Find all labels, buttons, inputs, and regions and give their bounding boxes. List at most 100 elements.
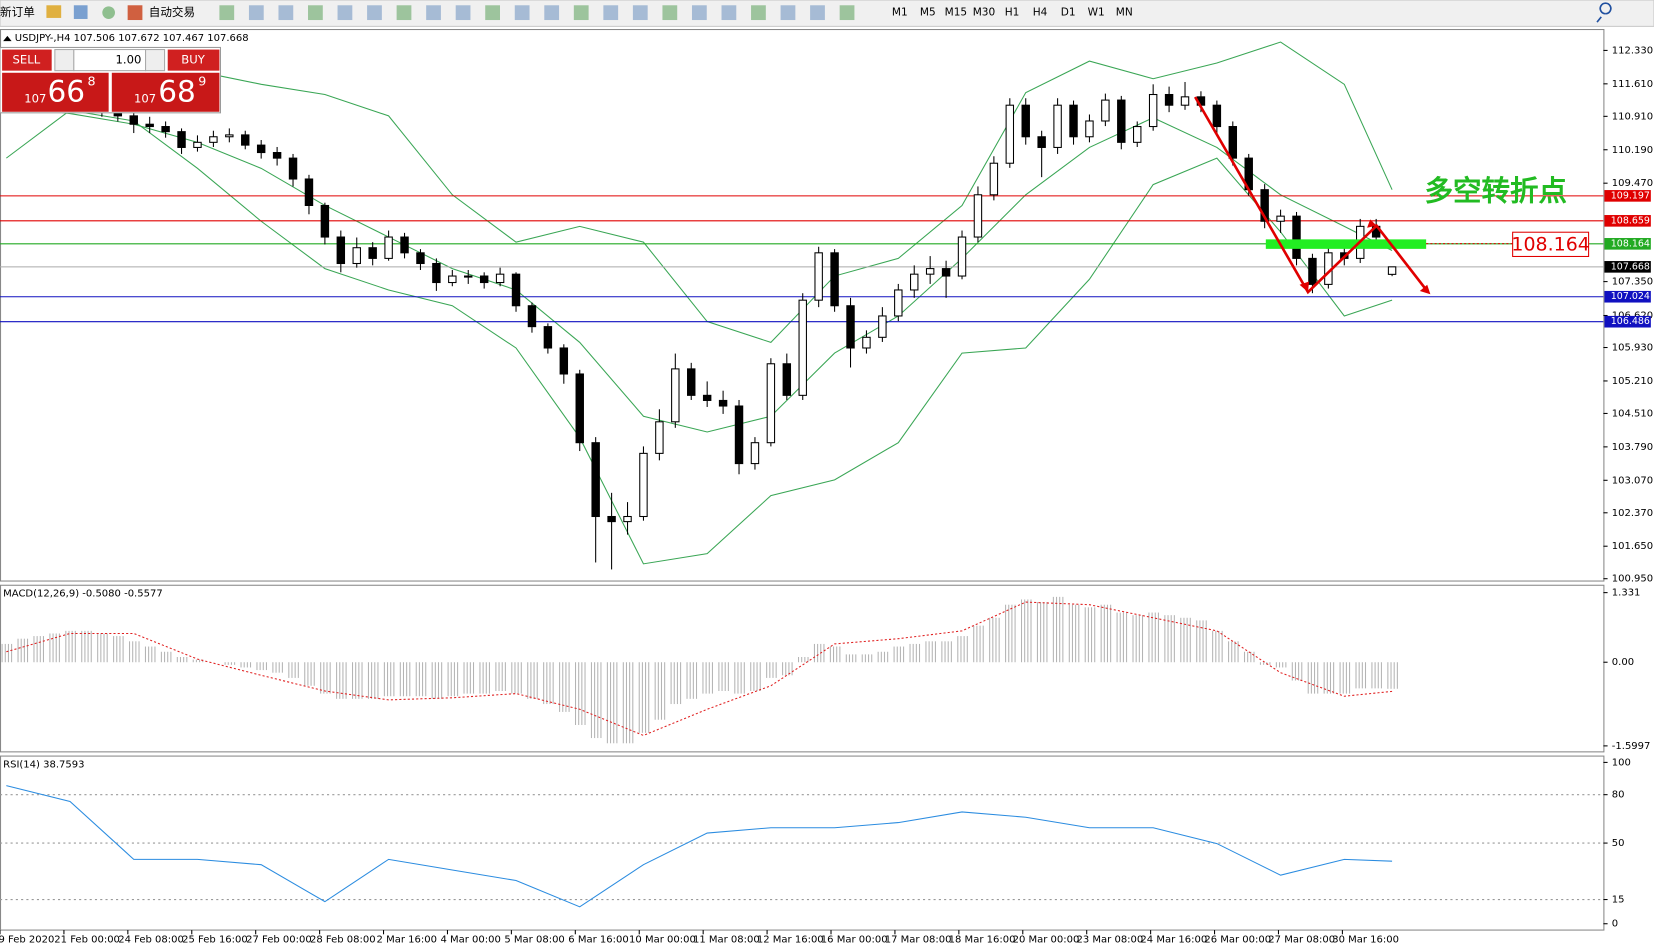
x-tick-label: 12 Mar 16:00 [757, 935, 824, 946]
candle-body [862, 336, 871, 349]
candle-body [304, 178, 314, 206]
ask-fraction: 9 [198, 74, 206, 89]
candle-body [687, 368, 696, 396]
tool-icon[interactable] [278, 5, 294, 21]
plot: USDJPY-,H4 107.506 107.672 107.467 107.6… [0, 33, 1653, 946]
y-tick-label: 105.930 [1612, 343, 1653, 354]
icon[interactable] [127, 5, 143, 21]
timeframe-button[interactable]: M15 [945, 7, 968, 19]
rsi-line [6, 785, 1393, 908]
candle-body [1133, 126, 1142, 143]
candle-body [1117, 99, 1126, 143]
price-tag [1604, 238, 1651, 250]
x-tick-label: 24 Mar 16:00 [1140, 935, 1207, 946]
timeframe-button[interactable]: M1 [892, 7, 908, 19]
tool-icon[interactable] [367, 5, 382, 21]
timeframe-button[interactable]: W1 [1088, 7, 1105, 19]
candle-body [766, 363, 776, 444]
candle-body [241, 134, 250, 146]
toolbar-bg [0, 0, 1654, 27]
y-tick-label: 100.950 [1612, 574, 1653, 585]
candle-body [464, 275, 473, 278]
candle-body [1276, 215, 1285, 222]
tool-icon[interactable] [810, 5, 825, 21]
bollinger-lower [6, 109, 1393, 565]
tool-icon[interactable] [780, 5, 796, 21]
tool-icon[interactable] [485, 5, 500, 21]
candle-body [655, 421, 664, 454]
tool-icon[interactable] [721, 5, 737, 21]
toolbar: 新订单 自动交易 M1 M5 M15 M30 H1 H4 D1 W1 MN [0, 0, 1654, 27]
lot-up[interactable] [145, 49, 166, 72]
candle-body [1164, 93, 1174, 106]
timeframe-button[interactable]: M30 [973, 7, 996, 19]
candle-body [941, 268, 951, 277]
icon[interactable] [102, 6, 115, 19]
timeframe-button[interactable]: H1 [1005, 7, 1020, 19]
tool-icon[interactable] [573, 5, 589, 21]
y-tick-label: 50 [1612, 838, 1625, 849]
tool-icon[interactable] [839, 5, 855, 21]
candle-body [495, 273, 505, 284]
search-icon[interactable] [1596, 2, 1612, 23]
candle-body [1260, 189, 1269, 222]
timeframe-button[interactable]: H4 [1033, 7, 1048, 19]
timeframe-button[interactable]: D1 [1061, 7, 1076, 19]
candle-body [336, 236, 346, 265]
candle-body [878, 315, 887, 338]
bid-box[interactable] [2, 72, 109, 112]
lot-down[interactable] [54, 49, 75, 72]
tool-icon[interactable] [662, 5, 678, 21]
x-tick-label: 16 Mar 00:00 [821, 935, 888, 946]
tool-icon[interactable] [219, 5, 235, 21]
candle-body [320, 204, 330, 238]
tool-icon[interactable] [514, 5, 530, 21]
tool-icon[interactable] [603, 5, 619, 21]
y-tick-label: 103.070 [1612, 475, 1653, 486]
price-tag [1604, 190, 1651, 202]
x-tick-label: 27 Feb 00:00 [246, 935, 312, 946]
y-tick-label: 15 [1612, 895, 1625, 906]
buy-label[interactable]: BUY [181, 53, 205, 67]
candle-body [543, 326, 553, 349]
candle-body [1021, 104, 1030, 138]
y-tick-label: 111.610 [1612, 79, 1653, 90]
ask-box[interactable] [111, 72, 220, 112]
tool-icon[interactable] [248, 5, 264, 21]
x-tick-label: 24 Feb 08:00 [118, 935, 184, 946]
trend-arrow [1194, 96, 1429, 295]
icon[interactable] [46, 5, 62, 18]
candle-body [479, 275, 489, 284]
lot-value[interactable]: 1.00 [116, 53, 142, 67]
tool-icon[interactable] [308, 5, 323, 21]
bid-fraction: 8 [88, 74, 96, 89]
tool-icon[interactable] [396, 5, 412, 21]
tool-icon[interactable] [632, 5, 648, 21]
candle-body [782, 363, 792, 396]
buy-button[interactable] [167, 49, 220, 71]
x-tick-label: 25 Feb 16:00 [182, 935, 248, 946]
candle-body [846, 305, 855, 349]
new-order[interactable]: 新订单 [0, 5, 35, 19]
candle-body [973, 194, 983, 238]
tool-icon[interactable] [751, 5, 766, 21]
tool-icon[interactable] [544, 5, 560, 21]
y-tick-label: 112.330 [1612, 45, 1653, 56]
candle-body [718, 399, 728, 407]
sell-button[interactable] [2, 49, 52, 71]
annotation: 多空转折点 [1425, 173, 1567, 207]
tool-icon[interactable] [337, 5, 353, 21]
tool-icon[interactable] [691, 5, 707, 21]
icon[interactable] [73, 5, 88, 19]
timeframe-button[interactable]: MN [1116, 7, 1133, 19]
timeframe-button[interactable]: M5 [920, 7, 936, 19]
candle-body [957, 236, 967, 277]
tool-icon[interactable] [426, 5, 441, 21]
x-tick-label: 10 Mar 00:00 [629, 935, 696, 946]
auto-trading[interactable]: 自动交易 [149, 5, 195, 19]
sell-label[interactable]: SELL [13, 53, 41, 67]
candle-body [1180, 96, 1190, 106]
tool-icon[interactable] [455, 5, 471, 21]
x-tick-label: 4 Mar 00:00 [440, 935, 500, 946]
candle-body [925, 268, 935, 275]
